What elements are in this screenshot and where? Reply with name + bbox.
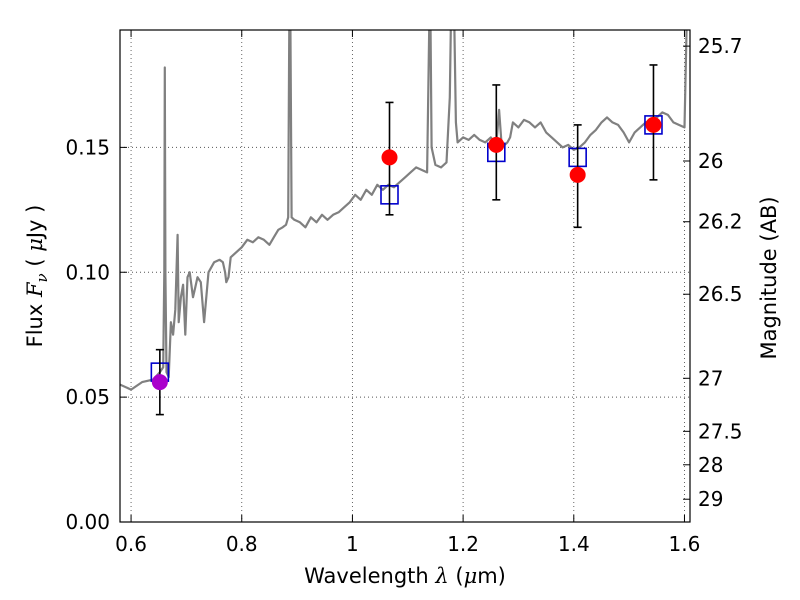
axes: 0.6 0.8 1 1.2 1.4 1.6 0.00 0.05 0.10 0.15 25.7 26 26…	[65, 29, 743, 556]
plot-frame	[119, 29, 691, 523]
observed-point-marker	[569, 166, 586, 183]
y2-axis-label: Magnitude (AB)	[757, 196, 781, 359]
y-axis-label: Flux Fν ( μJy )	[23, 205, 51, 348]
observed-point-marker	[151, 374, 168, 391]
y-tick-label: 0.00	[65, 510, 110, 534]
magnitude-tick-label: 26	[698, 149, 723, 173]
observed-point-marker	[645, 116, 662, 133]
magnitude-tick-label: 26.5	[698, 282, 743, 306]
magnitude-tick-label: 25.7	[698, 34, 743, 58]
spectrum-line	[120, 30, 688, 391]
x-tick-label: 0.8	[226, 532, 258, 556]
x-axis-label: Wavelength λ (μm)	[304, 564, 506, 588]
magnitude-tick-label: 27	[698, 366, 723, 390]
x-tick-label: 1.6	[669, 532, 701, 556]
observed-point-marker	[488, 136, 505, 153]
gridlines	[120, 30, 690, 522]
magnitude-tick-label: 28	[698, 453, 723, 477]
observed-point-marker	[381, 149, 398, 166]
magnitude-tick-label: 27.5	[698, 419, 743, 443]
magnitude-tick-label: 29	[698, 487, 723, 511]
plot-area	[120, 30, 688, 416]
x-tick-label: 0.6	[115, 532, 147, 556]
x-tick-label: 1.2	[447, 532, 479, 556]
y-tick-label: 0.10	[65, 260, 110, 284]
x-tick-label: 1.4	[558, 532, 590, 556]
magnitude-tick-label: 26.2	[698, 210, 743, 234]
x-tick-label: 1	[346, 532, 359, 556]
y-tick-label: 0.05	[65, 385, 110, 409]
y-tick-label: 0.15	[65, 135, 110, 159]
